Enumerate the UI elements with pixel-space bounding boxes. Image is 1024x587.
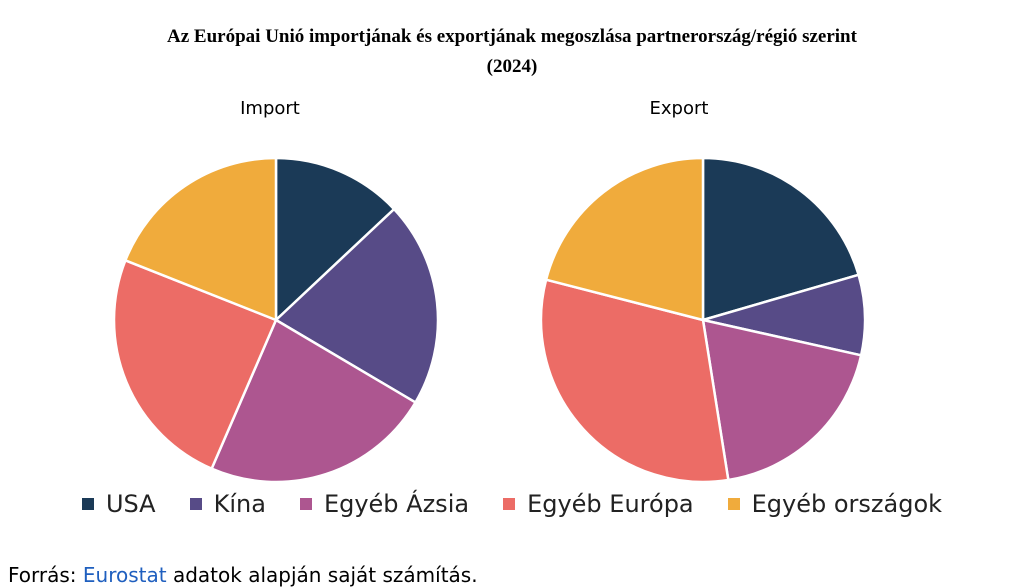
chart-legend: USA Kína Egyéb Ázsia Egyéb Európa Egyéb orsz… bbox=[0, 490, 1024, 518]
eurostat-link[interactable]: Eurostat bbox=[82, 563, 167, 587]
legend-item-egyeb-azsia: Egyéb Ázsia bbox=[299, 490, 470, 518]
source-note: Forrás: Eurostat adatok alapján saját sz… bbox=[8, 563, 478, 587]
legend-swatch bbox=[503, 498, 516, 510]
legend-swatch bbox=[299, 498, 312, 510]
pie-title-export: Export bbox=[649, 98, 709, 119]
legend-label: Egyéb Ázsia bbox=[323, 490, 470, 518]
chart-subtitle: (2024) bbox=[486, 56, 538, 77]
legend-swatch bbox=[727, 498, 740, 510]
legend-swatch bbox=[81, 498, 94, 510]
legend-item-egyeb-orszagok: Egyéb országok bbox=[727, 490, 943, 518]
export-slice-egyeb-orszagok bbox=[544, 156, 705, 322]
chart-title-text: Az Európai Unió importjának és exportján… bbox=[167, 26, 857, 47]
import-slice-usa bbox=[274, 156, 396, 322]
legend-label: Egyéb Európa bbox=[527, 490, 694, 518]
import-slice-egyeb-europa bbox=[112, 259, 278, 470]
import-slice-egyeb-azsia bbox=[210, 318, 417, 484]
export-pie-chart bbox=[539, 156, 867, 484]
legend-label: Egyéb országok bbox=[751, 490, 943, 518]
legend-item-kina: Kína bbox=[189, 490, 266, 518]
import-slice-egyeb-orszagok bbox=[124, 156, 278, 322]
export-slice-usa bbox=[701, 156, 860, 322]
legend-label: USA bbox=[105, 490, 156, 518]
export-slice-egyeb-azsia bbox=[701, 318, 863, 482]
import-pie-chart bbox=[112, 156, 440, 484]
pie-title-import: Import bbox=[240, 98, 300, 119]
import-slice-kina bbox=[274, 207, 440, 404]
legend-swatch bbox=[189, 498, 202, 510]
legend-item-usa: USA bbox=[81, 490, 156, 518]
legend-label: Kína bbox=[213, 490, 266, 518]
source-prefix: Forrás: bbox=[8, 563, 77, 587]
source-suffix: adatok alapján saját számítás. bbox=[172, 563, 478, 587]
export-slice-egyeb-europa bbox=[539, 278, 730, 484]
chart-title: Az Európai Unió importjának és exportján… bbox=[0, 22, 1024, 82]
legend-item-egyeb-europa: Egyéb Európa bbox=[503, 490, 694, 518]
